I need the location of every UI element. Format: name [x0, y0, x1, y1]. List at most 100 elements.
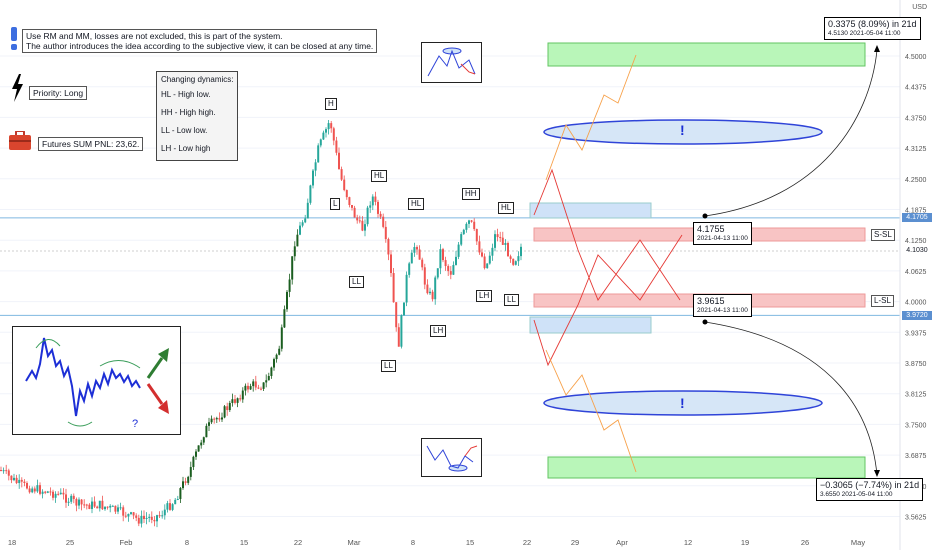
lower-arrowhead [874, 470, 880, 477]
candle-body [78, 499, 80, 506]
candle-body [208, 422, 210, 426]
upper-arrowhead [874, 45, 880, 52]
disclaimer-line1: Use RM and MM, losses are not excluded, … [26, 31, 283, 41]
candle-body [426, 284, 429, 294]
bear-path-orange [545, 349, 637, 473]
x-tick-label: 25 [66, 538, 74, 547]
candle-body [270, 367, 273, 377]
candle-body [59, 492, 62, 495]
candle-body [335, 140, 338, 153]
candle-body [444, 260, 447, 267]
candle-body [122, 507, 125, 516]
candle-body [247, 385, 249, 390]
candle-body [150, 516, 153, 520]
candle-body [494, 234, 496, 248]
x-tick-label: 29 [571, 538, 579, 547]
lower-ellipse [543, 390, 823, 416]
x-tick-label: 22 [523, 538, 531, 547]
candle-body [143, 515, 145, 519]
candle-body [33, 488, 36, 492]
candle-body [184, 481, 187, 483]
time-axis: 18 25 Feb 8 15 22 Mar 8 15 22 29 Apr 12 19 26 May [8, 538, 866, 547]
candle-body [148, 516, 151, 518]
upper-entry-box: 4.1755 2021-04-13 11:00 [693, 222, 752, 245]
candle-body [374, 196, 377, 202]
candle-body [57, 493, 60, 495]
candle-body [137, 517, 140, 524]
candle-body [478, 241, 481, 253]
candle-body [439, 249, 442, 269]
candle-body [140, 515, 143, 524]
candle-body [384, 226, 387, 240]
y-tick-label: 4.3125 [905, 146, 927, 153]
upper-ellipse-exclamation: ! [680, 122, 685, 138]
candle-body [470, 220, 473, 222]
legend-title: Changing dynamics: [161, 75, 234, 84]
candle-body [356, 217, 359, 221]
candle-body [119, 507, 122, 509]
lightning-icon [10, 74, 24, 104]
candle-body [49, 491, 52, 493]
briefcase-icon [9, 130, 31, 153]
marker-hl-1: HL [371, 170, 388, 182]
x-tick-label: 12 [684, 538, 692, 547]
legend-item-hh: HH - High high. [161, 108, 216, 117]
candle-body [114, 505, 117, 512]
candle-body [462, 229, 465, 235]
candles [0, 120, 522, 528]
candle-body [325, 129, 327, 133]
candle-body [67, 501, 70, 503]
candle-body [104, 506, 106, 510]
candle-body [39, 485, 41, 494]
candle-body [306, 202, 309, 219]
candle-body [41, 491, 44, 494]
candle-body [423, 267, 426, 285]
forecast-zones [529, 42, 866, 479]
legend-item-ll: LL - Low low. [161, 126, 208, 135]
candle-body [457, 244, 460, 257]
candle-body [455, 256, 457, 265]
candle-body [161, 515, 164, 517]
y-tick-label: 4.2500 [905, 177, 927, 184]
candle-body [182, 481, 184, 489]
candle-body [379, 213, 382, 217]
upper-pattern-icon [421, 42, 483, 86]
upper-projection-curve [704, 49, 878, 217]
candle-body [195, 451, 197, 457]
candle-body [481, 252, 483, 257]
candle-body [397, 327, 400, 347]
candle-body [345, 190, 348, 198]
priority-note: Priority: Long [29, 86, 88, 100]
candle-body [371, 196, 374, 206]
candle-body [301, 222, 304, 226]
candle-body [418, 249, 421, 260]
candle-body [158, 515, 161, 517]
candle-body [390, 254, 392, 274]
candle-body [85, 504, 88, 506]
candle-body [262, 382, 265, 389]
current-price: 4.1030 [902, 246, 932, 255]
lower-entry-box: 3.9615 2021-04-13 11:00 [693, 294, 752, 317]
candle-body [254, 381, 257, 388]
candle-body [5, 470, 8, 472]
lower-anchor-dot [702, 319, 708, 325]
candle-body [26, 482, 28, 489]
candle-body [28, 488, 31, 493]
candle-body [0, 470, 2, 471]
candle-body [429, 291, 431, 294]
candle-body [96, 506, 99, 509]
y-tick-label: 3.5625 [905, 515, 927, 522]
candle-body [377, 201, 379, 214]
candle-body [486, 263, 489, 269]
candle-body [348, 197, 351, 205]
candle-body [330, 123, 333, 129]
y-tick-label: 4.5000 [905, 54, 927, 61]
x-tick-label: May [851, 538, 865, 547]
candle-body [249, 386, 252, 390]
candle-body [304, 218, 307, 223]
candle-body [449, 271, 452, 275]
candle-body [296, 234, 299, 247]
candle-body [319, 139, 322, 146]
upper-entry-sub: 2021-04-13 11:00 [697, 235, 748, 242]
candle-body [197, 445, 200, 452]
